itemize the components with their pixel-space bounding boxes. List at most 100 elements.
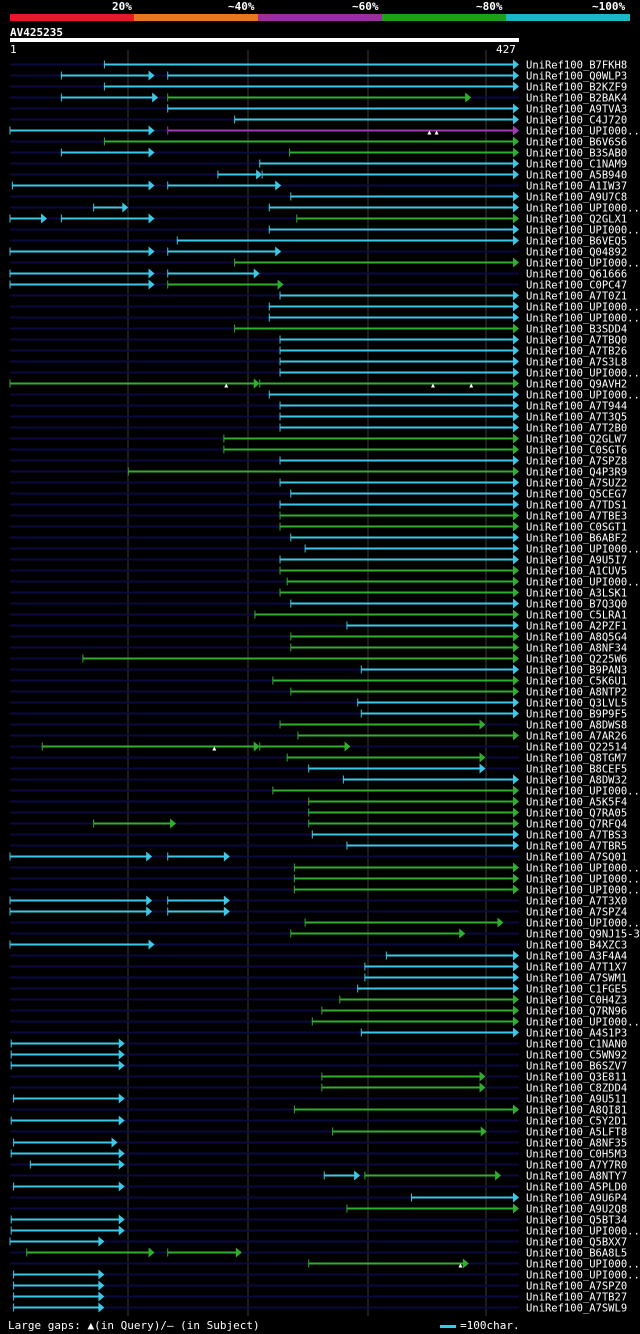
hit-label: UniRef100_UPI000.. — [526, 203, 640, 215]
hit-arrowhead — [465, 92, 472, 103]
hit-arrowhead — [513, 202, 519, 213]
hit-arrowhead — [275, 246, 282, 257]
hit-arrowhead — [513, 554, 519, 565]
hit-arrowhead — [148, 125, 155, 136]
hit-label: UniRef100_A1CUV5 — [526, 566, 627, 578]
hit-label: UniRef100_A8DWS8 — [526, 720, 627, 732]
query-id: AV425235 — [10, 26, 63, 39]
hit-arrowhead — [98, 1280, 105, 1291]
hit-label: UniRef100_Q3LVL5 — [526, 698, 627, 710]
hit-arrowhead — [497, 917, 504, 928]
hit-label: UniRef100_C0PC47 — [526, 280, 627, 292]
hit-label: UniRef100_UPI000.. — [526, 390, 640, 402]
hit-arrowhead — [513, 334, 519, 345]
hit-label: UniRef100_B9P9F5 — [526, 709, 627, 721]
hit-label: UniRef100_A5PLD0 — [526, 1182, 627, 1194]
hit-label: UniRef100_UPI000.. — [526, 1259, 640, 1271]
hit-label: UniRef100_UPI000.. — [526, 863, 640, 875]
hit-label: UniRef100_A8QI81 — [526, 1105, 627, 1117]
hit-arrowhead — [223, 895, 230, 906]
hit-arrowhead — [513, 147, 519, 158]
hit-label: UniRef100_Q5BXX7 — [526, 1237, 627, 1249]
hit-label: UniRef100_A7T944 — [526, 401, 627, 413]
hit-label: UniRef100_A7SPZ0 — [526, 1281, 627, 1293]
hit-label: UniRef100_A9U7C8 — [526, 192, 627, 204]
hit-arrowhead — [513, 70, 519, 81]
hit-arrowhead — [122, 202, 129, 213]
hit-arrowhead — [513, 378, 519, 389]
legend-label-40: ~40% — [228, 0, 255, 13]
hit-arrowhead — [513, 994, 519, 1005]
hit-label: UniRef100_A7SPZ4 — [526, 907, 627, 919]
hit-arrowhead — [513, 774, 519, 785]
hit-arrowhead — [148, 939, 155, 950]
hit-arrowhead — [513, 840, 519, 851]
legend-seg-20 — [10, 14, 134, 21]
hit-arrowhead — [513, 345, 519, 356]
gap-marker — [434, 130, 439, 135]
hit-label: UniRef100_A7TDS1 — [526, 500, 627, 512]
hit-label: UniRef100_Q9AVH2 — [526, 379, 627, 391]
hit-arrowhead — [344, 741, 351, 752]
hit-label: UniRef100_B7FKH8 — [526, 60, 627, 72]
legend-seg-60 — [258, 14, 382, 21]
hit-arrowhead — [98, 1269, 105, 1280]
hit-arrowhead — [253, 741, 260, 752]
hit-arrowhead — [513, 675, 519, 686]
hit-arrowhead — [459, 928, 466, 939]
hit-arrowhead — [98, 1291, 105, 1302]
hit-label: UniRef100_A7TBR5 — [526, 841, 627, 853]
hit-arrowhead — [513, 972, 519, 983]
hit-label: UniRef100_A5K5F4 — [526, 797, 627, 809]
hit-label: UniRef100_A7SWM1 — [526, 973, 627, 985]
hit-arrowhead — [111, 1137, 118, 1148]
hit-label: UniRef100_A7SQ01 — [526, 852, 627, 864]
hit-label: UniRef100_UPI000.. — [526, 258, 640, 270]
hit-arrowhead — [513, 796, 519, 807]
hit-label: UniRef100_Q225W6 — [526, 654, 627, 666]
hit-label: UniRef100_C1NAN0 — [526, 1039, 627, 1051]
hit-arrowhead — [148, 268, 155, 279]
hit-label: UniRef100_UPI000.. — [526, 786, 640, 798]
hit-arrowhead — [256, 169, 263, 180]
hit-label: UniRef100_B6V6S6 — [526, 137, 627, 149]
hit-label: UniRef100_Q7RN96 — [526, 1006, 627, 1018]
large-gaps-legend: Large gaps: ▲(in Query)/– (in Subject) — [8, 1319, 260, 1332]
hit-arrowhead — [495, 1170, 502, 1181]
hit-label: UniRef100_A7Y7R0 — [526, 1160, 627, 1172]
hit-arrowhead — [513, 1104, 519, 1115]
legend-seg-80 — [382, 14, 506, 21]
hit-label: UniRef100_Q7RFQ4 — [526, 819, 627, 831]
hit-arrowhead — [513, 81, 519, 92]
hit-arrowhead — [513, 136, 519, 147]
hit-arrowhead — [513, 411, 519, 422]
hit-arrowhead — [513, 862, 519, 873]
hit-arrowhead — [152, 92, 159, 103]
hit-arrowhead — [513, 983, 519, 994]
hit-label: UniRef100_B6SZV7 — [526, 1061, 627, 1073]
hit-arrowhead — [513, 422, 519, 433]
hit-arrowhead — [513, 961, 519, 972]
hit-label: UniRef100_UPI000.. — [526, 885, 640, 897]
hit-label: UniRef100_UPI000.. — [526, 577, 640, 589]
hit-arrowhead — [148, 180, 155, 191]
hit-label: UniRef100_Q2GLX1 — [526, 214, 627, 226]
hit-arrowhead — [513, 59, 519, 70]
hit-arrowhead — [513, 653, 519, 664]
legend-seg-100 — [506, 14, 630, 21]
hit-arrowhead — [513, 224, 519, 235]
hit-label: UniRef100_Q22514 — [526, 742, 627, 754]
hit-arrowhead — [277, 279, 284, 290]
hit-label: UniRef100_Q7RA05 — [526, 808, 627, 820]
hit-arrowhead — [513, 642, 519, 653]
hit-arrowhead — [513, 697, 519, 708]
hit-arrowhead — [513, 818, 519, 829]
hit-label: UniRef100_A1IW37 — [526, 181, 627, 193]
hit-label: UniRef100_A7TBE3 — [526, 511, 627, 523]
hit-arrowhead — [148, 246, 155, 257]
identity-legend-bar — [10, 14, 630, 21]
hit-arrowhead — [513, 686, 519, 697]
hit-arrowhead — [253, 378, 260, 389]
hit-arrowhead — [513, 367, 519, 378]
